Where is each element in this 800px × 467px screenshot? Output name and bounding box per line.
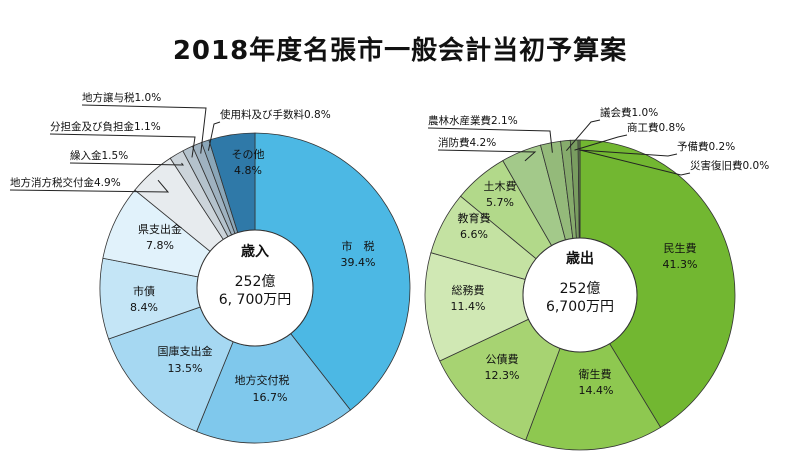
callout-name: 分担金及び負担金 (50, 120, 134, 133)
callout-name: 災害復旧費 (690, 159, 743, 172)
slice-value-label: 7.8% (146, 239, 174, 252)
donut-center-title: 歳入 (241, 243, 269, 260)
callout-label: 分担金及び負担金1.1% (50, 120, 161, 133)
callout-name: 農林水産業費 (428, 114, 491, 127)
slice-label: 民生費 (664, 241, 697, 255)
donut-center (196, 229, 314, 347)
slice-value-label: 5.7% (486, 196, 514, 209)
callout-label: 繰入金1.5% (70, 149, 128, 162)
callout-value: 4.2% (470, 137, 497, 149)
slice-label: その他 (232, 148, 265, 161)
callout-label: 議会費1.0% (600, 106, 658, 119)
slice-value-label: 39.4% (341, 256, 376, 269)
leader-line (207, 121, 221, 151)
slice-label: 県支出金 (138, 222, 182, 236)
slice-value-label: 41.3% (663, 258, 698, 271)
slice-label: 土木費 (484, 179, 517, 193)
leader-line (579, 149, 691, 176)
callout-name: 予備費 (677, 140, 709, 153)
callout-name: 地方譲与税 (82, 91, 135, 104)
slice-value-label: 8.4% (130, 301, 158, 314)
leader-line (427, 127, 553, 153)
callout-value: 1.1% (134, 121, 161, 133)
callout-label: 商工費0.8% (627, 121, 685, 134)
callout-value: 0.0% (743, 160, 770, 172)
slice-label: 国庫支出金 (158, 344, 213, 358)
callout-value: 1.0% (135, 92, 162, 104)
callout-label: 使用料及び手数料0.8% (220, 108, 331, 121)
slice-value-label: 6.6% (460, 228, 488, 241)
callout-label: 地方譲与税1.0% (82, 91, 161, 104)
callout-name: 使用料及び手数料 (220, 108, 304, 121)
donut-center-total: 6,700万円 (546, 299, 614, 315)
chart-title: 2018年度名張市一般会計当初予算案 (172, 36, 628, 66)
donut-center-total: 252億 (560, 281, 601, 297)
callout-name: 商工費 (627, 121, 659, 134)
leader-line (565, 119, 601, 151)
leader-line (9, 179, 170, 193)
leader-line (574, 134, 628, 151)
callout-value: 2.1% (491, 115, 518, 127)
donut-center (522, 237, 638, 353)
slice-value-label: 16.7% (253, 391, 288, 404)
slice-label: 市債 (133, 284, 155, 298)
slice-label: 教育費 (458, 211, 491, 225)
slice-value-label: 12.3% (485, 369, 520, 382)
callout-label: 農林水産業費2.1% (428, 114, 518, 127)
callout-label: 消防費4.2% (438, 136, 496, 149)
slice-label: 地方交付税 (235, 373, 290, 387)
slice-value-label: 14.4% (579, 384, 614, 397)
slice-label: 市 税 (342, 239, 375, 253)
callout-value: 1.5% (102, 150, 129, 162)
callout-label: 予備費0.2% (677, 140, 735, 153)
callout-label: 災害復旧費0.0% (690, 159, 769, 172)
slice-value-label: 11.4% (451, 300, 486, 313)
leader-line (69, 162, 185, 166)
leader-line (81, 104, 207, 154)
slice-label: 公債費 (486, 352, 519, 366)
donut-center-total: 252億 (235, 274, 276, 290)
callout-name: 繰入金 (70, 149, 102, 162)
leader-line (437, 149, 537, 162)
leader-line (49, 133, 196, 158)
slice-value-label: 4.8% (234, 164, 262, 177)
callout-value: 0.8% (659, 122, 686, 134)
slice-label: 総務費 (452, 283, 485, 297)
callout-name: 消防費 (438, 136, 470, 149)
callout-value: 4.9% (94, 177, 121, 189)
callout-label: 地方消方税交付金4.9% (10, 176, 121, 189)
leader-line (579, 149, 678, 157)
callout-name: 地方消方税交付金 (10, 176, 94, 189)
donut-center-title: 歳出 (566, 250, 594, 267)
slice-label: 衛生費 (579, 367, 612, 381)
donut-center-total: 6, 700万円 (219, 292, 292, 308)
callout-value: 0.8% (304, 109, 331, 121)
slice-value-label: 13.5% (168, 362, 203, 375)
callout-value: 1.0% (632, 107, 659, 119)
callout-value: 0.2% (709, 141, 736, 153)
callout-name: 議会費 (600, 106, 632, 119)
